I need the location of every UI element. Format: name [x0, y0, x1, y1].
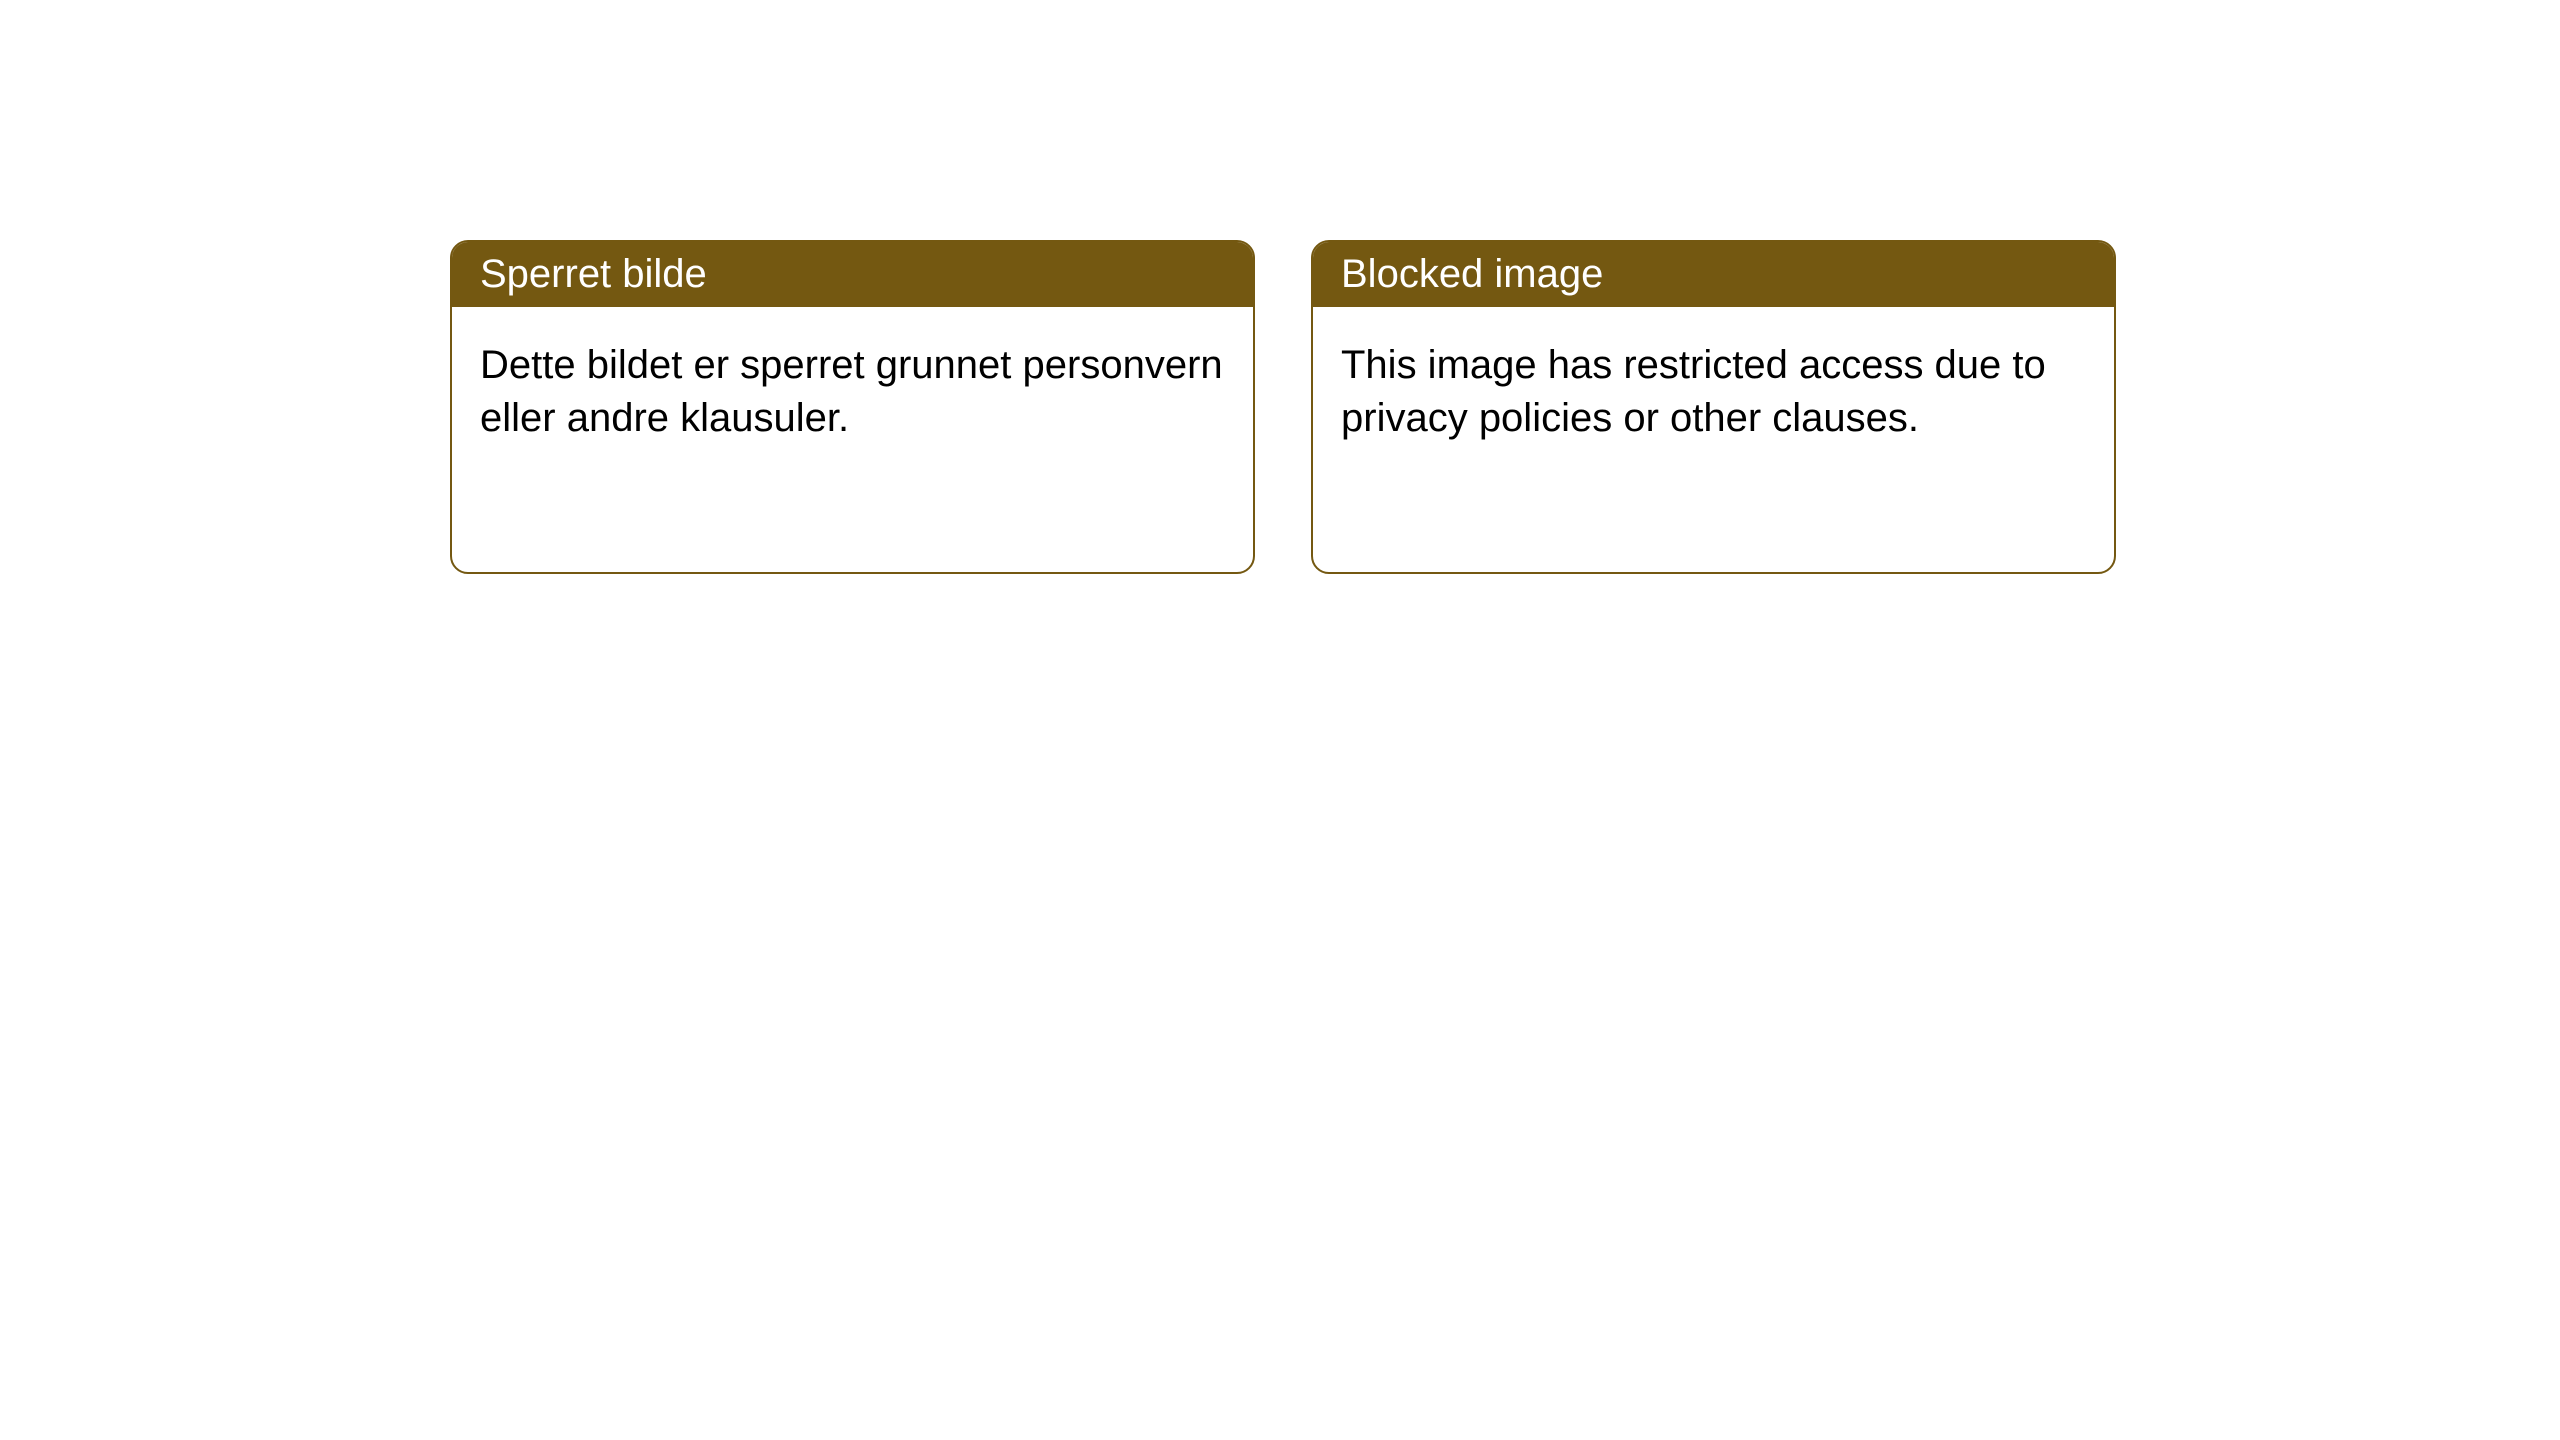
notice-title-english: Blocked image — [1313, 242, 2114, 307]
notice-card-english: Blocked image This image has restricted … — [1311, 240, 2116, 574]
notice-body-norwegian: Dette bildet er sperret grunnet personve… — [452, 307, 1253, 477]
notice-title-norwegian: Sperret bilde — [452, 242, 1253, 307]
notice-body-english: This image has restricted access due to … — [1313, 307, 2114, 477]
notice-container: Sperret bilde Dette bildet er sperret gr… — [0, 0, 2560, 574]
notice-card-norwegian: Sperret bilde Dette bildet er sperret gr… — [450, 240, 1255, 574]
